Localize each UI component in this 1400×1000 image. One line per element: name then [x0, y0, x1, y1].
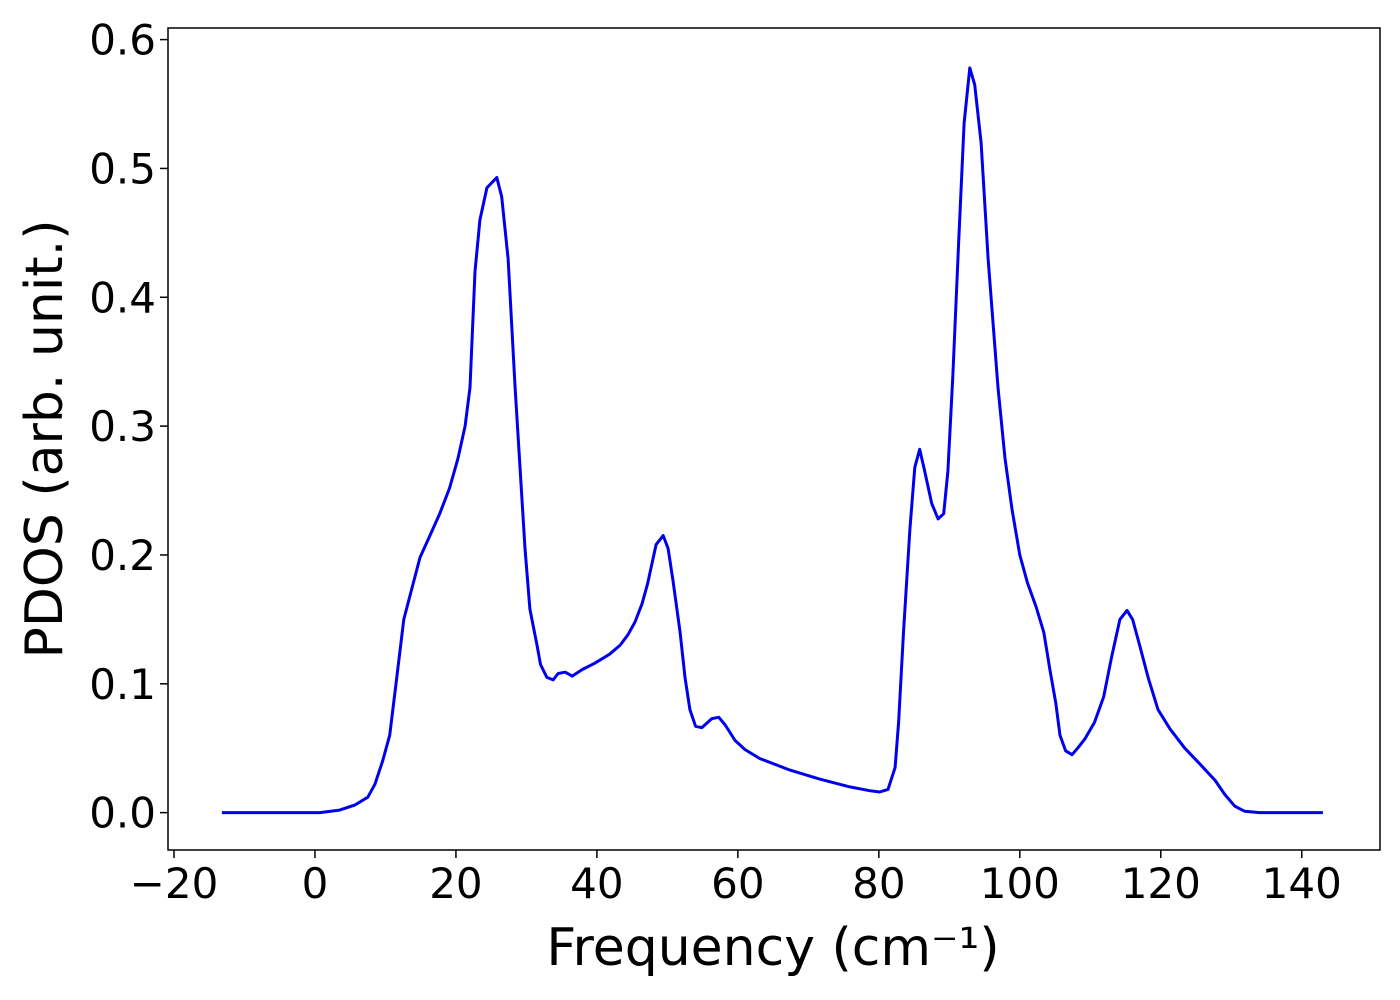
x-tick-label: 60 — [711, 859, 764, 908]
x-tick-label: 80 — [852, 859, 905, 908]
y-tick-label: 0.3 — [89, 402, 156, 451]
x-tick-label: 40 — [570, 859, 623, 908]
x-tick-label: 120 — [1121, 859, 1201, 908]
x-tick-label: 140 — [1262, 859, 1342, 908]
x-tick-label: 20 — [429, 859, 482, 908]
plot-frame — [167, 27, 1381, 851]
pdos-line — [221, 66, 1323, 815]
y-axis-label: PDOS (arb. unit.) — [15, 219, 75, 658]
y-tick-label: 0.5 — [89, 144, 156, 193]
y-tick-label: 0.0 — [89, 789, 156, 838]
y-tick-label: 0.6 — [89, 16, 156, 65]
x-tick-label: 0 — [302, 859, 329, 908]
x-axis-label: Frequency (cm⁻¹) — [546, 918, 999, 978]
y-tick-label: 0.4 — [89, 273, 156, 322]
x-tick-label: 100 — [980, 859, 1060, 908]
y-tick-label: 0.1 — [89, 660, 156, 709]
x-tick-label: −20 — [130, 859, 219, 908]
y-tick-label: 0.2 — [89, 531, 156, 580]
